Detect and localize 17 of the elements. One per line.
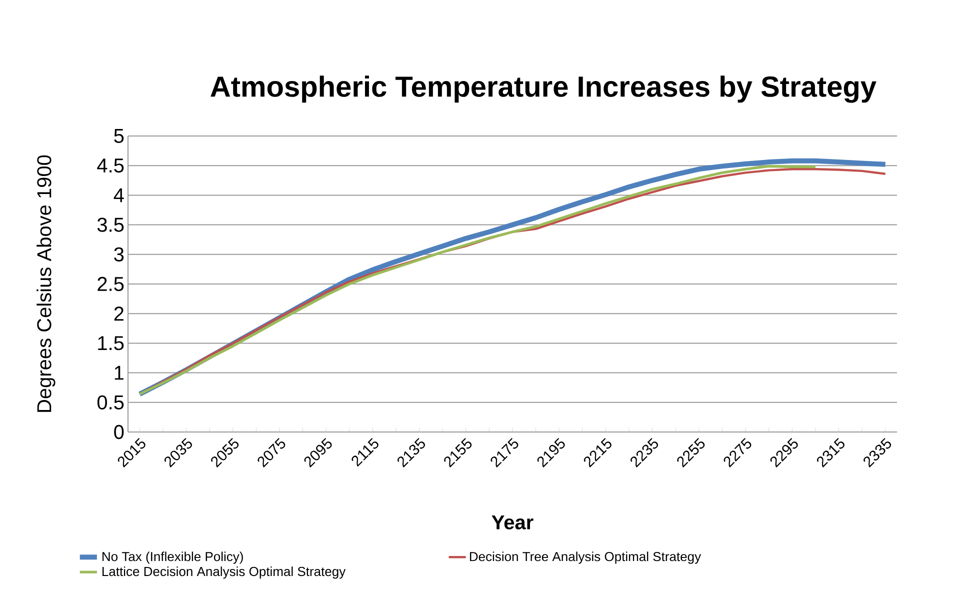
legend-label: Decision Tree Analysis Optimal Strategy — [470, 552, 702, 564]
x-axis-title: Year — [492, 515, 534, 530]
y-tick-label: 1 — [114, 366, 124, 380]
y-tick-label: 2 — [114, 306, 124, 321]
legend-label: Lattice Decision Analysis Optimal Strategy — [102, 566, 346, 579]
y-tick-label: 3.5 — [97, 218, 124, 232]
y-tick-label: 4.5 — [97, 158, 124, 173]
y-tick-label: 4 — [114, 188, 124, 202]
y-tick-label: 5 — [114, 129, 124, 143]
y-tick-label: 0.5 — [97, 395, 124, 410]
chart-title: Atmospheric Temperature Increases by Strategy — [210, 76, 876, 103]
y-tick-label: 2.5 — [98, 276, 124, 292]
y-tick-label: 1.5 — [98, 336, 124, 350]
legend-label: No Tax (Inflexible Policy) — [102, 552, 243, 564]
y-tick-label: 0 — [114, 424, 124, 440]
y-tick-label: 3 — [114, 247, 124, 262]
y-axis-title: Degrees Celsius Above 1900 — [36, 155, 56, 412]
